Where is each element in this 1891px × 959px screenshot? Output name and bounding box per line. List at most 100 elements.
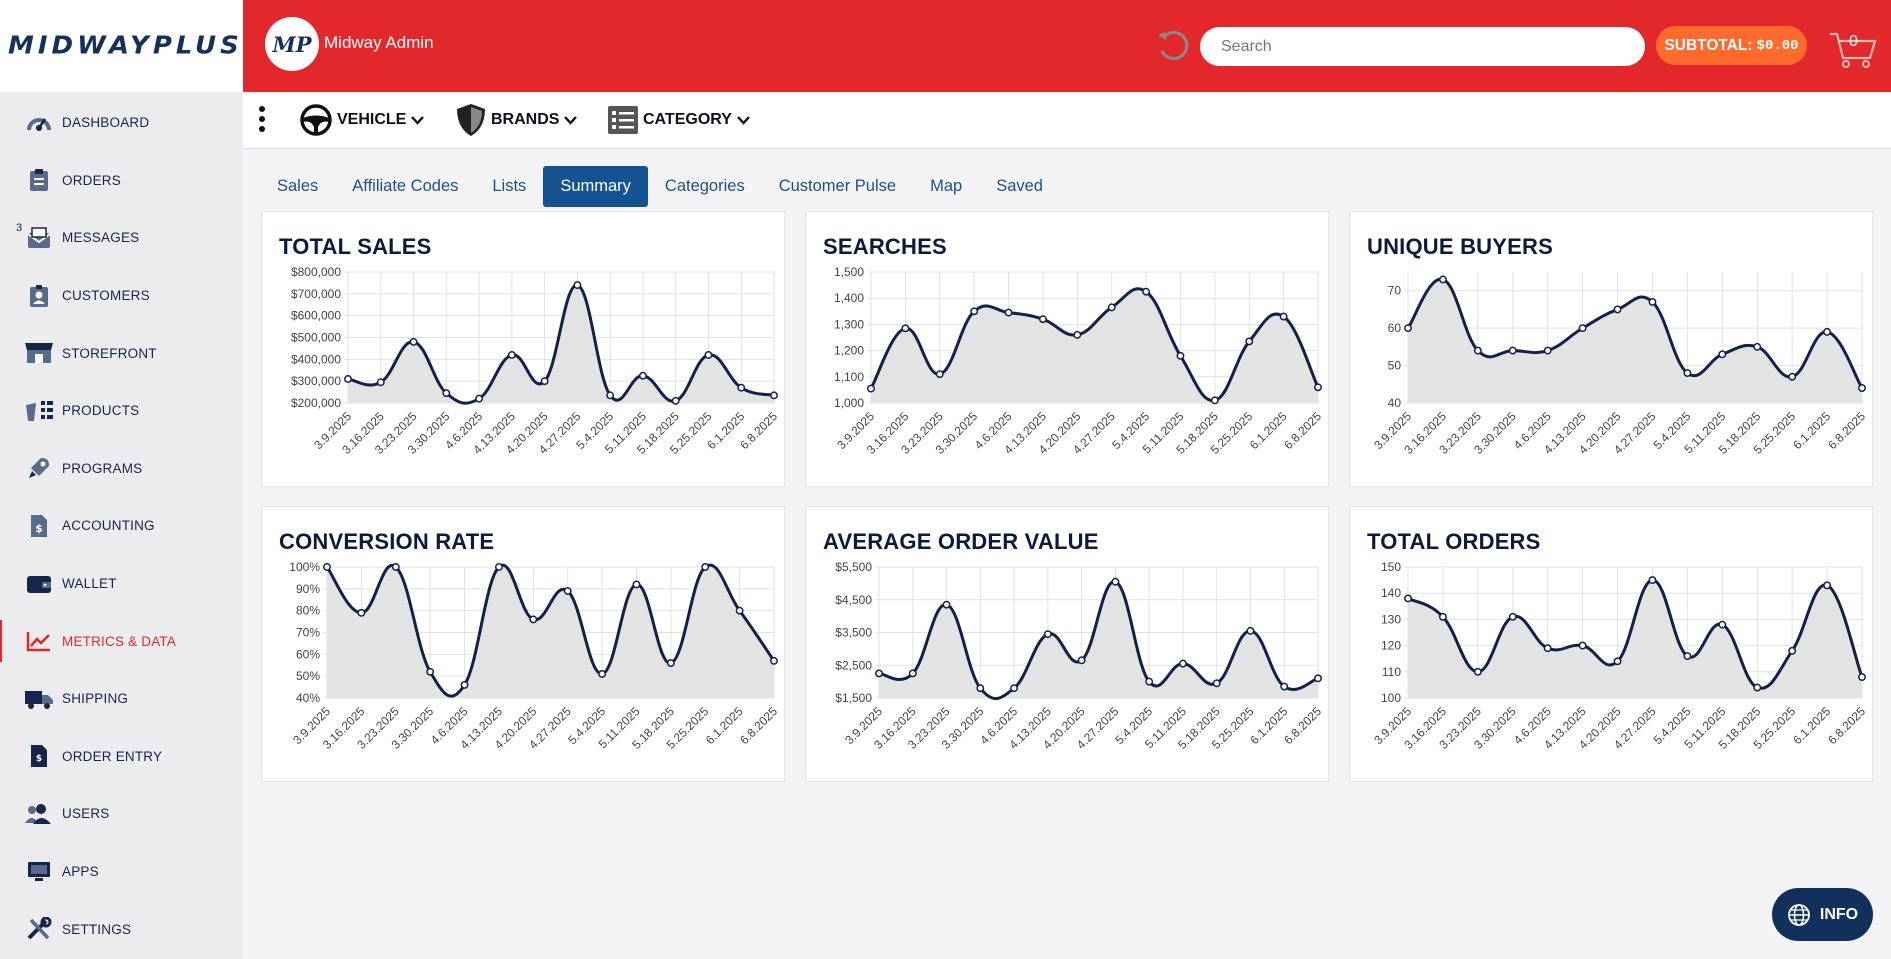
tab-affiliate-codes[interactable]: Affiliate Codes (352, 177, 459, 195)
data-point[interactable] (666, 659, 675, 668)
data-point[interactable] (1718, 620, 1727, 629)
refresh-icon[interactable] (1154, 27, 1192, 65)
data-point[interactable] (1578, 324, 1587, 333)
data-point[interactable] (573, 281, 582, 290)
data-point[interactable] (901, 324, 910, 333)
data-point[interactable] (970, 307, 979, 316)
tab-sales[interactable]: Sales (277, 177, 319, 195)
sidebar-item-accounting[interactable]: $ ACCOUNTING (0, 497, 243, 555)
data-point[interactable] (1823, 581, 1832, 590)
data-point[interactable] (563, 587, 572, 595)
sidebar-item-apps[interactable]: APPS (0, 843, 243, 901)
data-point[interactable] (1788, 646, 1797, 655)
data-point[interactable] (1788, 372, 1797, 381)
data-point[interactable] (1176, 351, 1185, 360)
data-point[interactable] (976, 684, 985, 693)
data-point[interactable] (475, 394, 484, 403)
data-point[interactable] (1543, 644, 1552, 653)
data-point[interactable] (1438, 275, 1447, 284)
data-point[interactable] (1077, 656, 1086, 665)
data-point[interactable] (391, 563, 400, 571)
data-point[interactable] (908, 669, 917, 678)
tab-summary[interactable]: Summary (543, 166, 648, 207)
brands-filter-button[interactable]: BRANDS (455, 100, 578, 140)
data-point[interactable] (507, 351, 516, 359)
sidebar-item-messages[interactable]: 3 MESSAGES (0, 209, 243, 267)
data-point[interactable] (540, 377, 549, 386)
data-point[interactable] (638, 371, 647, 380)
sidebar-item-storefront[interactable]: STOREFRONT (0, 324, 243, 382)
data-point[interactable] (770, 391, 778, 400)
data-point[interactable] (1683, 652, 1692, 661)
data-point[interactable] (1107, 303, 1116, 312)
data-point[interactable] (1613, 305, 1622, 314)
data-point[interactable] (1473, 667, 1482, 676)
data-point[interactable] (442, 389, 451, 398)
data-point[interactable] (1753, 683, 1762, 692)
data-point[interactable] (529, 615, 538, 624)
data-point[interactable] (1683, 369, 1692, 378)
data-point[interactable] (1473, 346, 1482, 355)
data-point[interactable] (875, 669, 883, 678)
data-point[interactable] (1578, 641, 1587, 650)
data-point[interactable] (1438, 612, 1447, 621)
data-point[interactable] (606, 391, 615, 400)
data-point[interactable] (1073, 330, 1082, 339)
tab-customer-pulse[interactable]: Customer Pulse (778, 177, 897, 195)
data-point[interactable] (735, 606, 744, 615)
data-point[interactable] (460, 680, 469, 689)
data-point[interactable] (1404, 594, 1412, 603)
kebab-menu-icon[interactable] (259, 106, 267, 136)
data-point[interactable] (1753, 342, 1762, 351)
data-point[interactable] (770, 656, 778, 665)
data-point[interactable] (1648, 297, 1657, 306)
tab-map[interactable]: Map (930, 177, 963, 195)
data-point[interactable] (1004, 308, 1013, 317)
data-point[interactable] (737, 383, 746, 392)
data-point[interactable] (1648, 576, 1657, 585)
data-point[interactable] (1718, 350, 1727, 359)
data-point[interactable] (1508, 346, 1517, 355)
data-point[interactable] (1314, 383, 1322, 392)
sidebar-item-products[interactable]: PRODUCTS (0, 382, 243, 440)
sidebar-item-order-entry[interactable]: $ ORDER ENTRY (0, 728, 243, 786)
category-filter-button[interactable]: CATEGORY (607, 100, 750, 140)
tab-lists[interactable]: Lists (492, 177, 527, 195)
data-point[interactable] (376, 378, 385, 387)
data-point[interactable] (1245, 337, 1254, 346)
data-point[interactable] (1823, 327, 1832, 336)
admin-name[interactable]: Midway Admin (324, 33, 434, 52)
sidebar-item-users[interactable]: USERS (0, 785, 243, 843)
data-point[interactable] (1043, 630, 1052, 639)
data-point[interactable] (1246, 626, 1255, 635)
sidebar-item-shipping[interactable]: SHIPPING (0, 670, 243, 728)
data-point[interactable] (598, 670, 607, 678)
data-point[interactable] (935, 370, 944, 379)
data-point[interactable] (701, 563, 710, 571)
data-point[interactable] (1858, 673, 1866, 681)
data-point[interactable] (494, 563, 503, 571)
data-point[interactable] (1314, 674, 1322, 683)
vehicle-filter-button[interactable]: VEHICLE (299, 100, 425, 140)
sidebar-item-orders[interactable]: ORDERS (0, 152, 243, 210)
data-point[interactable] (357, 608, 366, 617)
data-point[interactable] (671, 396, 680, 405)
data-point[interactable] (632, 580, 641, 589)
data-point[interactable] (1508, 612, 1517, 621)
data-point[interactable] (1212, 679, 1221, 688)
data-point[interactable] (1145, 677, 1154, 686)
data-point[interactable] (1210, 396, 1219, 405)
tab-saved[interactable]: Saved (996, 177, 1043, 195)
data-point[interactable] (704, 351, 713, 359)
data-point[interactable] (426, 667, 435, 676)
cart-icon[interactable] (1828, 30, 1878, 70)
logo[interactable]: MIDWAYPLUS (0, 0, 243, 92)
data-point[interactable] (1543, 346, 1552, 355)
data-point[interactable] (344, 375, 352, 383)
data-point[interactable] (1178, 659, 1187, 668)
data-point[interactable] (942, 600, 951, 609)
sidebar-item-settings[interactable]: SETTINGS (0, 900, 243, 958)
data-point[interactable] (867, 384, 875, 393)
data-point[interactable] (1279, 312, 1288, 321)
tab-categories[interactable]: Categories (664, 177, 745, 195)
